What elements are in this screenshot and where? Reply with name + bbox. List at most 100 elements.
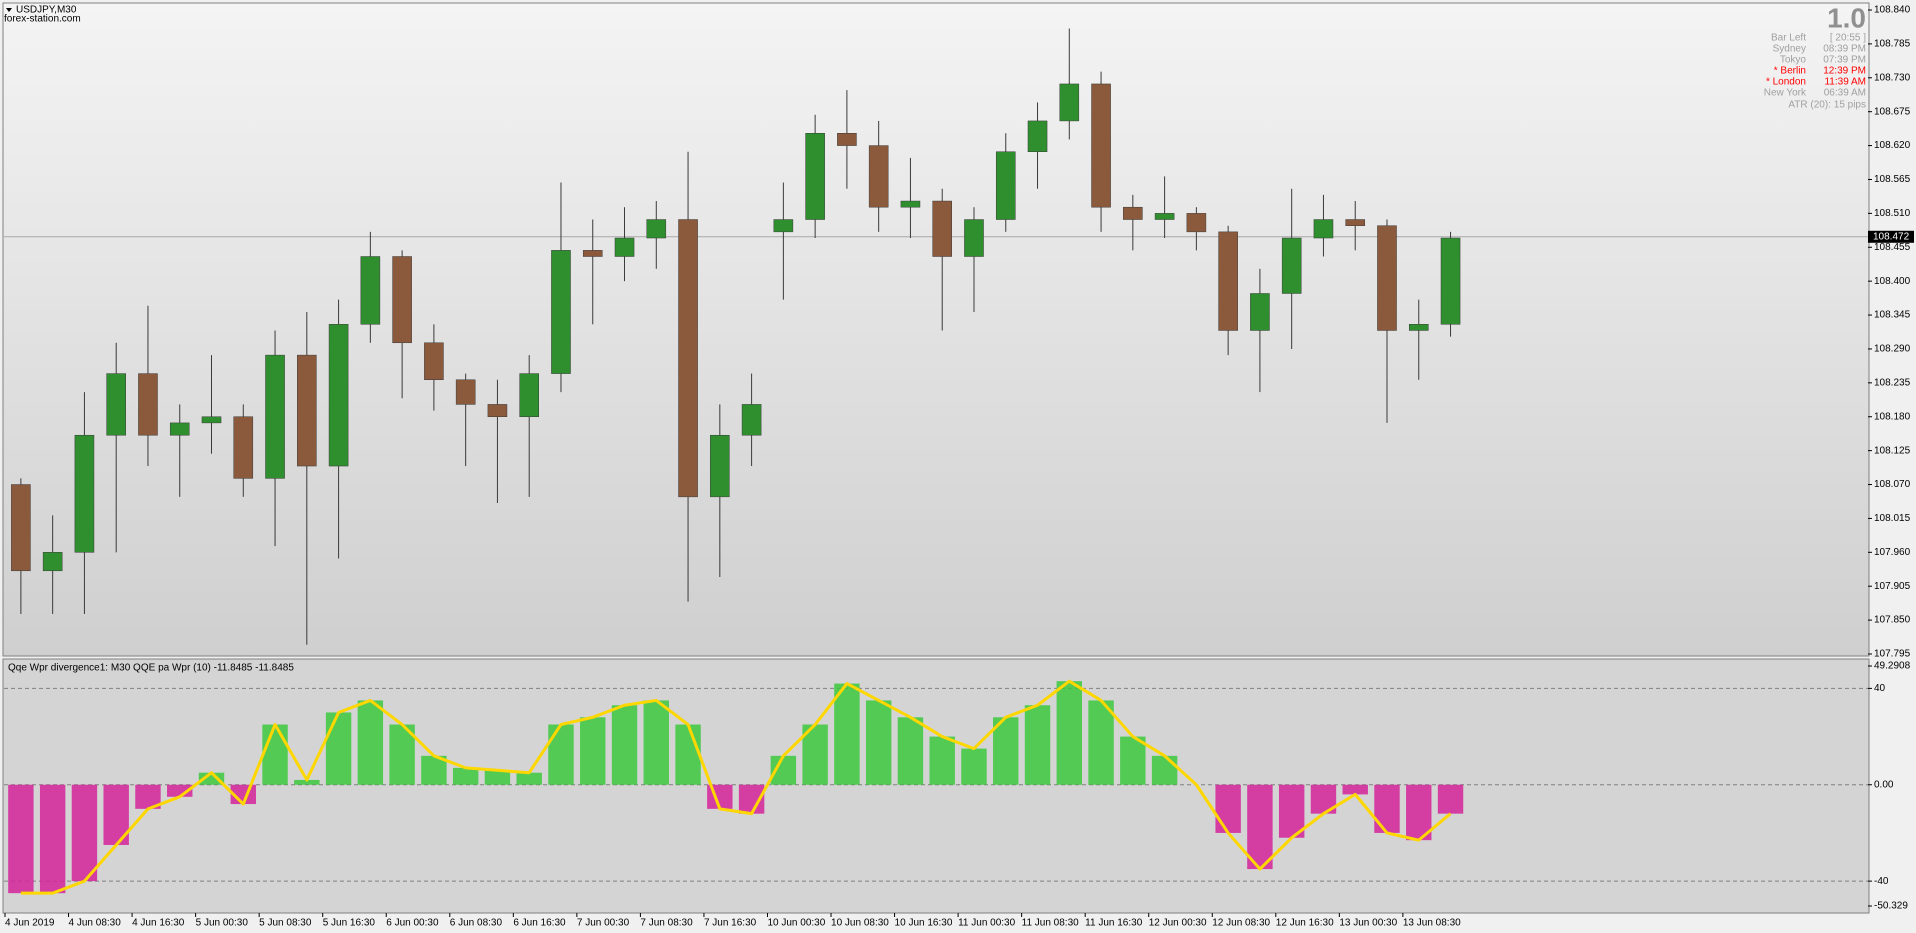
info-label: Tokyo — [1780, 55, 1807, 66]
info-value: [ 20:55 ] — [1830, 33, 1866, 44]
x-tick-label: 5 Jun 16:30 — [323, 918, 376, 929]
y-tick-label: 0.00 — [1874, 779, 1894, 790]
y-tick-label: 108.730 — [1874, 72, 1911, 83]
histogram-bar — [865, 700, 892, 785]
candle-body — [805, 133, 825, 220]
y-tick-label: 107.850 — [1874, 615, 1911, 626]
indicator-title: Qqe Wpr divergence1: M30 QQE pa Wpr (10)… — [8, 663, 294, 674]
y-tick-label: 108.620 — [1874, 140, 1911, 151]
x-tick-label: 13 Jun 08:30 — [1403, 918, 1461, 929]
qqe-line — [20, 679, 1452, 895]
indicator-panel — [2, 658, 1870, 914]
x-tick-label: 13 Jun 00:30 — [1339, 918, 1397, 929]
y-tick-label: 108.400 — [1874, 276, 1911, 287]
x-tick-label: 4 Jun 2019 — [5, 918, 55, 929]
candle-body — [1440, 237, 1461, 325]
x-tick-label: 5 Jun 08:30 — [259, 918, 312, 929]
y-tick-label: 108.675 — [1874, 106, 1911, 117]
y-tick-label: 49.2908 — [1874, 661, 1911, 672]
candle-body — [1281, 237, 1302, 294]
histogram-bar — [1120, 736, 1146, 785]
histogram-bar — [1437, 784, 1464, 814]
candle-body — [646, 219, 667, 239]
histogram-bar — [1088, 700, 1114, 785]
x-tick-label: 6 Jun 08:30 — [450, 918, 503, 929]
y-tick-label: 108.180 — [1874, 411, 1911, 422]
candle-body — [138, 373, 158, 436]
histogram-bar — [580, 717, 606, 785]
version: 1.0 — [1827, 2, 1866, 33]
info-value: 07:39 PM — [1823, 55, 1866, 66]
histogram-bar — [1278, 784, 1305, 838]
x-tick-label: 12 Jun 00:30 — [1149, 918, 1207, 929]
y-tick-label: 40 — [1874, 683, 1886, 694]
candle-body — [1345, 219, 1366, 226]
candle-body — [710, 434, 730, 498]
info-label: Bar Left — [1771, 33, 1806, 44]
x-tick-label: 6 Jun 16:30 — [513, 918, 566, 929]
y-tick-label: 108.290 — [1874, 344, 1911, 355]
histogram-bar — [961, 748, 987, 785]
info-value: 06:39 AM — [1824, 88, 1866, 99]
histogram-bar — [1247, 784, 1273, 870]
y-tick-label: 108.840 — [1874, 5, 1911, 16]
candle-body — [900, 200, 921, 208]
y-tick-label: -50.329 — [1874, 901, 1908, 912]
histogram-bar — [452, 767, 479, 785]
histogram-bar — [1342, 784, 1368, 795]
x-tick-label: 7 Jun 08:30 — [640, 918, 693, 929]
candle-body — [1313, 219, 1334, 239]
x-tick-label: 11 Jun 00:30 — [958, 918, 1016, 929]
x-tick-label: 12 Jun 08:30 — [1212, 918, 1270, 929]
price-panel — [2, 2, 1870, 657]
candle-body — [614, 237, 635, 257]
candle-body — [424, 342, 444, 381]
candle-body — [1408, 324, 1429, 331]
info-label: * London — [1766, 77, 1806, 88]
y-tick-label: 108.510 — [1874, 208, 1911, 219]
histogram-bar — [1215, 784, 1241, 833]
y-tick-label: 107.905 — [1874, 581, 1911, 592]
candle-body — [1377, 225, 1397, 331]
candle-body — [1027, 120, 1048, 152]
candle-body — [487, 404, 508, 417]
watermark: forex-station.com — [4, 14, 81, 25]
candle-body — [265, 354, 285, 479]
candle-body — [42, 552, 63, 572]
histogram-bar — [484, 770, 511, 785]
candle-body — [455, 379, 476, 405]
histogram-bar — [993, 717, 1019, 785]
menu-arrow[interactable] — [6, 8, 12, 12]
histogram-bar — [1151, 755, 1178, 785]
candle-body — [995, 151, 1016, 220]
info-label: * Berlin — [1774, 66, 1806, 77]
candle-body — [1186, 213, 1207, 233]
x-tick-label: 11 Jun 08:30 — [1022, 918, 1080, 929]
candle-body — [74, 434, 95, 553]
x-tick-label: 6 Jun 00:30 — [386, 918, 439, 929]
histogram-bar — [643, 700, 669, 785]
histogram-bar — [325, 712, 352, 785]
y-tick-label: 108.015 — [1874, 513, 1911, 524]
candle-body — [519, 373, 539, 417]
histogram-bar — [516, 772, 542, 785]
histogram-bar — [675, 724, 701, 785]
candle-body — [233, 416, 254, 479]
x-tick-label: 10 Jun 08:30 — [831, 918, 889, 929]
x-tick-label: 5 Jun 00:30 — [196, 918, 249, 929]
histogram-bar — [1024, 705, 1051, 785]
histogram-bar — [929, 736, 955, 785]
candle-body — [106, 373, 126, 436]
histogram-bar — [897, 717, 924, 785]
x-tick-label: 10 Jun 16:30 — [895, 918, 953, 929]
histogram-bar — [294, 779, 320, 785]
candle-body — [11, 484, 31, 572]
x-tick-label: 10 Jun 00:30 — [767, 918, 825, 929]
y-tick-label: 108.785 — [1874, 39, 1911, 50]
candle-body — [169, 422, 190, 436]
candle-body — [201, 416, 222, 424]
histogram-bar — [39, 784, 66, 894]
x-tick-label: 4 Jun 08:30 — [69, 918, 122, 929]
candle-body — [932, 200, 952, 257]
